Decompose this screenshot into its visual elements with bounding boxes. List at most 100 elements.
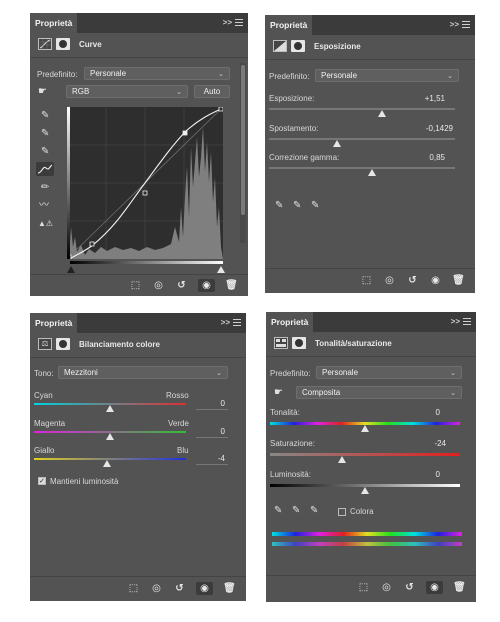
layer-mask-icon[interactable] xyxy=(56,338,70,350)
view-previous-icon[interactable]: ◎ xyxy=(385,274,394,286)
hue-value[interactable]: 0 xyxy=(435,408,440,417)
layer-mask-icon[interactable] xyxy=(292,337,306,349)
cyan-red-value[interactable]: 0 xyxy=(196,399,228,410)
smooth-curve-icon[interactable]: 〰 xyxy=(39,200,49,211)
curve-point[interactable] xyxy=(89,241,95,247)
panel-menu-icon[interactable] xyxy=(463,318,471,325)
gray-eyedropper-icon[interactable]: ✎ xyxy=(293,200,302,211)
offset-slider-thumb[interactable] xyxy=(333,140,341,147)
saturation-slider-track[interactable] xyxy=(270,453,460,456)
view-previous-icon[interactable]: ◎ xyxy=(154,279,163,291)
curve-point[interactable] xyxy=(182,130,188,136)
exposure-value[interactable]: +1,51 xyxy=(424,94,445,103)
panel-controls[interactable]: >> xyxy=(223,13,243,32)
white-eyedropper-icon[interactable]: ✎ xyxy=(311,200,320,211)
reset-icon[interactable]: ↺ xyxy=(177,279,186,291)
gamma-value[interactable]: 0,85 xyxy=(429,153,445,162)
trash-icon[interactable]: 🗑 xyxy=(225,279,238,291)
yellow-blue-slider-track[interactable] xyxy=(34,458,186,460)
white-point-eyedropper-icon[interactable]: ✎ xyxy=(41,146,50,157)
add-to-sample-eyedropper-icon[interactable]: ✎ xyxy=(292,505,301,516)
visibility-eye-icon[interactable]: ◉ xyxy=(196,581,213,595)
gamma-slider-thumb[interactable] xyxy=(368,169,376,176)
magenta-green-slider-track[interactable] xyxy=(34,431,186,433)
clip-to-layer-icon[interactable]: ⬚ xyxy=(128,582,139,594)
yellow-blue-value[interactable]: -4 xyxy=(196,454,228,465)
subtract-from-sample-eyedropper-icon[interactable]: ✎ xyxy=(310,505,319,516)
trash-icon[interactable]: 🗑 xyxy=(452,274,465,286)
tab-properties[interactable]: Proprietà xyxy=(30,13,78,33)
black-point-eyedropper-icon[interactable]: ✎ xyxy=(41,110,50,121)
layer-mask-icon[interactable] xyxy=(56,38,70,50)
reset-icon[interactable]: ↺ xyxy=(405,581,414,593)
black-eyedropper-icon[interactable]: ✎ xyxy=(275,200,284,211)
expand-icon[interactable]: >> xyxy=(220,318,230,327)
expand-icon[interactable]: >> xyxy=(450,317,460,326)
panel-menu-icon[interactable] xyxy=(233,319,241,326)
curve-point[interactable] xyxy=(142,190,148,196)
panel-controls[interactable]: >> xyxy=(451,312,471,331)
gray-point-eyedropper-icon[interactable]: ✎ xyxy=(41,128,50,139)
panel-controls[interactable]: >> xyxy=(450,15,470,34)
trash-icon[interactable]: 🗑 xyxy=(223,582,236,594)
panel-menu-icon[interactable] xyxy=(235,19,243,26)
tab-properties[interactable]: Proprietà xyxy=(30,313,78,333)
scrollbar[interactable] xyxy=(240,63,246,243)
auto-button[interactable]: Auto xyxy=(194,85,230,98)
preserve-luminosity-checkbox[interactable]: ✓ xyxy=(38,477,46,485)
saturation-value[interactable]: -24 xyxy=(434,439,446,448)
hand-tool-icon[interactable]: ☛ xyxy=(274,387,283,398)
reset-icon[interactable]: ↺ xyxy=(408,274,417,286)
white-point-slider[interactable] xyxy=(217,266,225,273)
black-point-slider[interactable] xyxy=(67,266,75,273)
channel-select[interactable]: Composita ⌄ xyxy=(296,386,462,399)
expand-icon[interactable]: >> xyxy=(222,18,232,27)
saturation-slider-thumb[interactable] xyxy=(338,456,346,463)
clip-to-layer-icon[interactable]: ⬚ xyxy=(361,274,372,286)
curve-point[interactable] xyxy=(218,107,223,112)
magenta-green-slider-thumb[interactable] xyxy=(106,433,114,440)
exposure-slider-track[interactable] xyxy=(269,108,455,110)
preset-select[interactable]: Personale ⌄ xyxy=(84,67,230,80)
visibility-eye-icon[interactable]: ◉ xyxy=(426,580,443,594)
visibility-eye-icon[interactable]: ◉ xyxy=(198,278,215,292)
reset-icon[interactable]: ↺ xyxy=(175,582,184,594)
eyedropper-icon[interactable]: ✎ xyxy=(274,505,283,516)
hue-slider-track[interactable] xyxy=(270,422,460,425)
exposure-slider-thumb[interactable] xyxy=(378,110,386,117)
layer-mask-icon[interactable] xyxy=(291,40,305,52)
tab-properties[interactable]: Proprietà xyxy=(266,312,314,332)
channel-select[interactable]: RGB ⌄ xyxy=(66,85,188,98)
hand-tool-icon[interactable]: ☛ xyxy=(38,86,47,97)
cyan-red-slider-thumb[interactable] xyxy=(106,405,114,412)
curve-graph[interactable] xyxy=(67,107,223,259)
visibility-eye-icon[interactable]: ◉ xyxy=(431,274,440,286)
tab-properties[interactable]: Proprietà xyxy=(265,15,313,35)
lightness-value[interactable]: 0 xyxy=(435,470,440,479)
preset-select[interactable]: Personale ⌄ xyxy=(316,366,462,379)
magenta-green-value[interactable]: 0 xyxy=(196,427,228,438)
tone-select[interactable]: Mezzitoni ⌄ xyxy=(58,366,228,379)
gamma-slider-track[interactable] xyxy=(269,167,455,169)
offset-slider-track[interactable] xyxy=(269,138,455,140)
colorize-checkbox[interactable] xyxy=(338,508,346,516)
expand-icon[interactable]: >> xyxy=(449,20,459,29)
view-previous-icon[interactable]: ◎ xyxy=(382,581,391,593)
preset-select[interactable]: Personale ⌄ xyxy=(315,69,459,82)
clipping-warning-icon[interactable]: ▲⚠ xyxy=(38,219,54,228)
lightness-slider-track[interactable] xyxy=(270,484,460,487)
trash-icon[interactable]: 🗑 xyxy=(453,581,466,593)
cyan-red-slider-track[interactable] xyxy=(34,403,186,405)
view-previous-icon[interactable]: ◎ xyxy=(152,582,161,594)
curve-point-tool-icon[interactable] xyxy=(36,162,54,176)
panel-controls[interactable]: >> xyxy=(221,313,241,332)
scrollbar-thumb[interactable] xyxy=(241,65,245,215)
offset-value[interactable]: -0,1429 xyxy=(425,124,453,133)
clip-to-layer-icon[interactable]: ⬚ xyxy=(130,279,141,291)
clip-to-layer-icon[interactable]: ⬚ xyxy=(358,581,369,593)
pencil-tool-icon[interactable]: ✏ xyxy=(41,182,50,193)
yellow-blue-slider-thumb[interactable] xyxy=(103,460,111,467)
lightness-slider-thumb[interactable] xyxy=(361,487,369,494)
hue-slider-thumb[interactable] xyxy=(361,425,369,432)
panel-menu-icon[interactable] xyxy=(462,21,470,28)
